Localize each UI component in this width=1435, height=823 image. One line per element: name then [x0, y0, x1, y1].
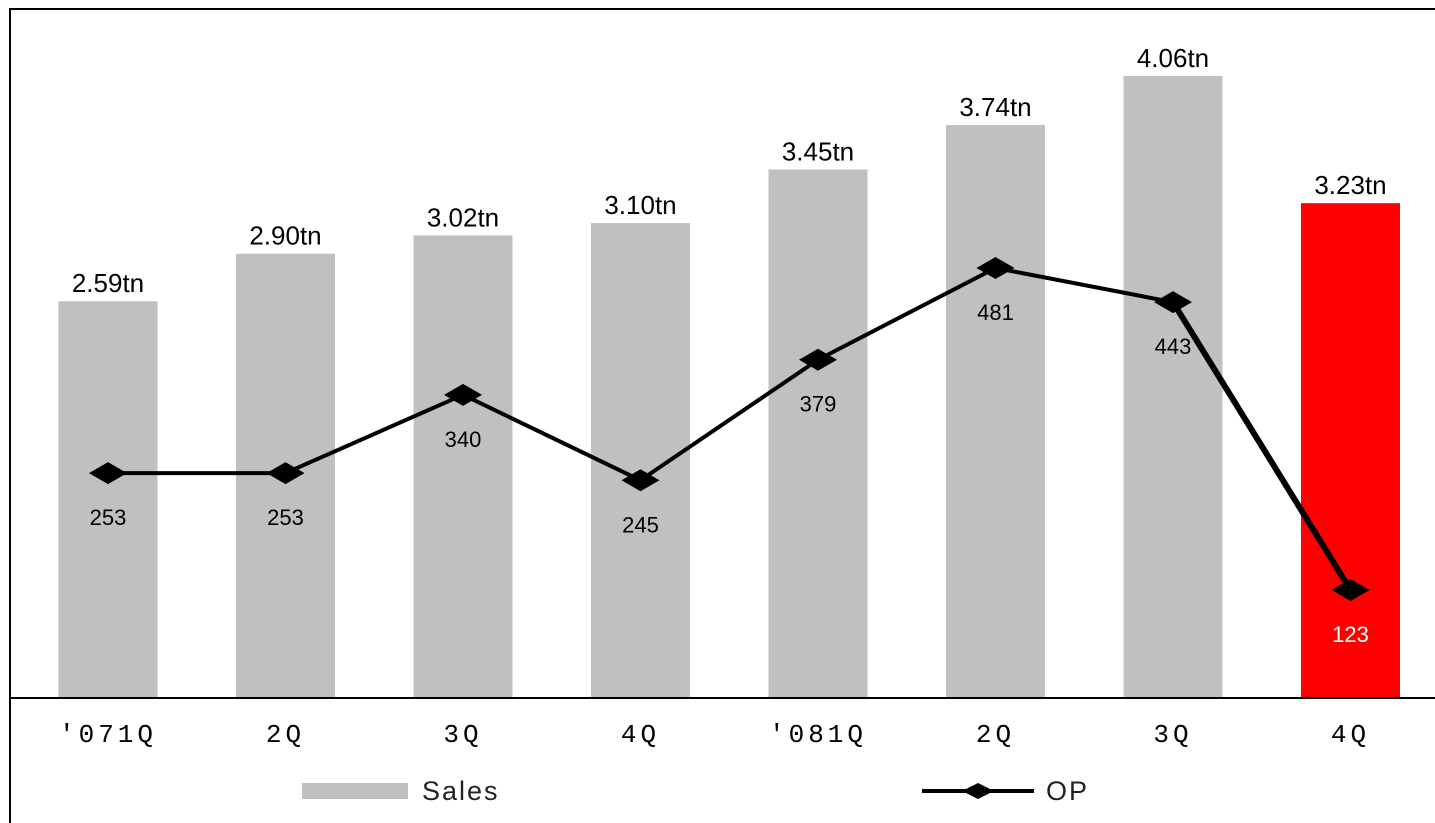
sales-bar	[591, 223, 690, 698]
op-line-series	[89, 257, 1370, 601]
sales-bar	[413, 235, 513, 698]
sales-bar	[1123, 76, 1223, 699]
legend-sales-swatch	[302, 783, 408, 799]
x-tick-label: 4Q	[1331, 720, 1370, 750]
op-line-segment	[461, 392, 643, 483]
op-value-label: 379	[800, 392, 837, 417]
op-line-segment	[816, 266, 998, 362]
sales-bar-label: 3.02tn	[427, 202, 499, 232]
legend-op-label: OP	[1046, 776, 1089, 806]
op-point-marker	[1154, 291, 1192, 314]
op-point-marker	[444, 383, 482, 406]
x-tick-label: 3Q	[443, 720, 482, 750]
x-tick-label: '071Q	[59, 720, 157, 750]
x-tick-label: 2Q	[976, 720, 1015, 750]
op-value-label: 253	[267, 505, 304, 530]
op-point-marker	[799, 348, 837, 371]
sales-bar-label: 3.45tn	[782, 136, 854, 166]
op-point-marker	[89, 462, 127, 485]
sales-bar-label: 3.74tn	[959, 92, 1031, 122]
op-value-label: 245	[622, 512, 659, 537]
sales-bar	[1301, 203, 1400, 698]
sales-bars	[58, 76, 1400, 699]
sales-bar	[58, 301, 158, 698]
op-point-marker	[266, 462, 305, 485]
sales-bar-label: 2.90tn	[249, 221, 321, 251]
op-value-label: 340	[445, 427, 482, 452]
op-line-segment	[638, 357, 820, 483]
sales-bar-label: 4.06tn	[1137, 43, 1209, 73]
op-line-segment	[993, 266, 1175, 305]
op-value-label: 253	[90, 505, 127, 530]
x-tick-label: '081Q	[769, 720, 867, 750]
op-value-label: 481	[977, 300, 1014, 325]
legend: Sales OP	[302, 776, 1089, 806]
legend-sales-label: Sales	[422, 776, 500, 806]
op-value-labels: 253 253 340 245 379 481 443 123	[90, 300, 1369, 647]
op-value-label: 443	[1155, 334, 1192, 359]
op-point-marker	[621, 469, 660, 492]
x-tick-label: 2Q	[266, 720, 305, 750]
op-line-segment	[283, 392, 465, 476]
x-tick-label: 4Q	[621, 720, 660, 750]
x-tick-label: 3Q	[1153, 720, 1192, 750]
x-axis-tick-labels: '071Q 2Q 3Q 4Q '081Q 2Q 3Q 4Q	[59, 720, 1370, 750]
sales-bar	[946, 125, 1045, 699]
op-point-marker	[976, 257, 1015, 279]
op-value-label: 123	[1332, 622, 1369, 647]
op-line-segment	[1170, 299, 1354, 593]
sales-bar-label: 3.23tn	[1314, 170, 1386, 200]
sales-bar	[768, 169, 868, 698]
op-point-marker	[1331, 579, 1370, 601]
sales-bar-label: 3.10tn	[604, 190, 676, 220]
sales-bar-label: 2.59tn	[72, 268, 144, 298]
legend-op-marker-icon	[962, 783, 994, 799]
sales-bar-labels: 2.59tn 2.90tn 3.02tn 3.10tn 3.45tn 3.74tn 4.06…	[72, 43, 1387, 298]
